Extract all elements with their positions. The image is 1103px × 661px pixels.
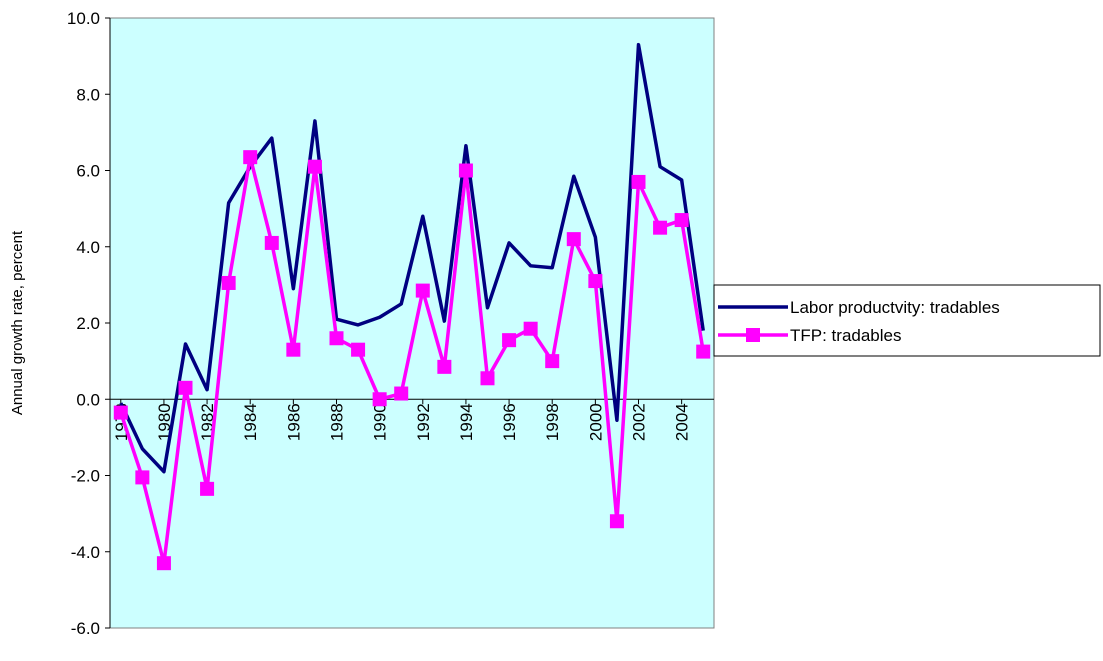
marker — [631, 174, 646, 189]
legend-marker — [746, 328, 760, 342]
marker — [653, 220, 668, 235]
marker — [200, 481, 215, 496]
series-line — [119, 155, 705, 565]
marker — [523, 321, 538, 336]
y-tick-label: -2.0 — [71, 467, 100, 486]
x-tick-label: 1986 — [284, 403, 303, 441]
marker — [329, 331, 344, 346]
x-tick-label: 2000 — [586, 403, 605, 441]
marker — [221, 275, 236, 290]
marker — [609, 514, 624, 529]
marker — [458, 163, 473, 178]
marker — [156, 556, 171, 571]
x-tick-label: 1992 — [414, 403, 433, 441]
marker — [178, 380, 193, 395]
x-tick-label: 1988 — [328, 403, 347, 441]
marker — [566, 232, 581, 247]
x-tick-label: 1996 — [500, 403, 519, 441]
marker — [372, 392, 387, 407]
marker — [588, 274, 603, 289]
marker — [480, 371, 495, 386]
y-tick-label: 10.0 — [67, 9, 100, 28]
marker — [351, 342, 366, 357]
marker — [696, 344, 711, 359]
marker — [394, 386, 409, 401]
marker — [545, 354, 560, 369]
marker — [674, 213, 689, 228]
y-tick-label: -6.0 — [71, 619, 100, 638]
marker — [415, 283, 430, 298]
x-tick-label: 1998 — [543, 403, 562, 441]
y-tick-label: 2.0 — [76, 314, 100, 333]
legend-label: TFP: tradables — [790, 326, 902, 345]
marker — [243, 150, 258, 165]
marker — [307, 159, 322, 174]
legend-label: Labor productvity: tradables — [790, 298, 1000, 317]
y-tick-label: 6.0 — [76, 162, 100, 181]
marker — [437, 359, 452, 374]
y-tick-label: -4.0 — [71, 543, 100, 562]
marker — [502, 333, 517, 348]
y-tick-label: 4.0 — [76, 238, 100, 257]
series-line — [119, 42, 705, 474]
marker — [135, 470, 150, 485]
marker — [264, 235, 279, 250]
marker — [286, 342, 301, 357]
x-tick-label: 1990 — [371, 403, 390, 441]
x-tick-label: 1984 — [241, 403, 260, 441]
x-tick-label: 2002 — [630, 403, 649, 441]
legend — [713, 284, 1101, 357]
x-tick-label: 2004 — [673, 403, 692, 441]
x-tick-label: 1994 — [457, 403, 476, 441]
y-tick-label: 8.0 — [76, 85, 100, 104]
y-tick-label: 0.0 — [76, 390, 100, 409]
marker — [113, 405, 128, 420]
y-axis-label: Annual growth rate, percent — [9, 230, 26, 415]
